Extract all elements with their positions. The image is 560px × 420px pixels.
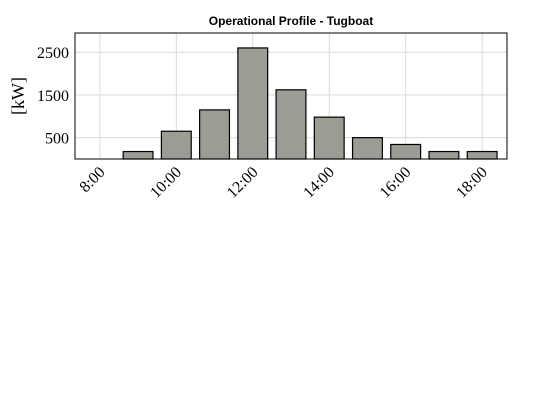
x-tick-labels: 8:00 10:00 12:00 14:00 16:00 18:00 bbox=[77, 164, 491, 202]
bar-3 bbox=[199, 109, 231, 160]
x-tick-label-3: 14:00 bbox=[300, 164, 338, 202]
y-tick-label-2: 2500 bbox=[37, 45, 69, 62]
x-tick-label-5: 18:00 bbox=[453, 164, 491, 202]
x-tick-label-2: 12:00 bbox=[224, 164, 262, 202]
plot-frame bbox=[74, 32, 508, 160]
x-tick-label-0: 8:00 bbox=[77, 164, 109, 196]
bar-10 bbox=[466, 150, 498, 160]
bars bbox=[122, 47, 498, 160]
bar-8 bbox=[390, 143, 422, 160]
y-tick-label-0: 500 bbox=[45, 131, 69, 148]
bar-9 bbox=[428, 150, 460, 160]
bar-2 bbox=[160, 130, 192, 160]
y-tick-label-1: 1500 bbox=[37, 88, 69, 105]
bar-4 bbox=[237, 47, 269, 160]
bar-1 bbox=[122, 150, 154, 160]
bar-5 bbox=[275, 89, 307, 160]
bar-7 bbox=[351, 137, 383, 160]
x-tick-label-1: 10:00 bbox=[147, 164, 185, 202]
x-tick-label-4: 16:00 bbox=[377, 164, 415, 202]
bar-6 bbox=[313, 116, 345, 160]
y-axis-label: [kW] bbox=[8, 77, 28, 115]
chart-title: Operational Profile - Tugboat bbox=[209, 14, 373, 28]
y-tick-labels: 500 1500 2500 bbox=[37, 45, 69, 147]
